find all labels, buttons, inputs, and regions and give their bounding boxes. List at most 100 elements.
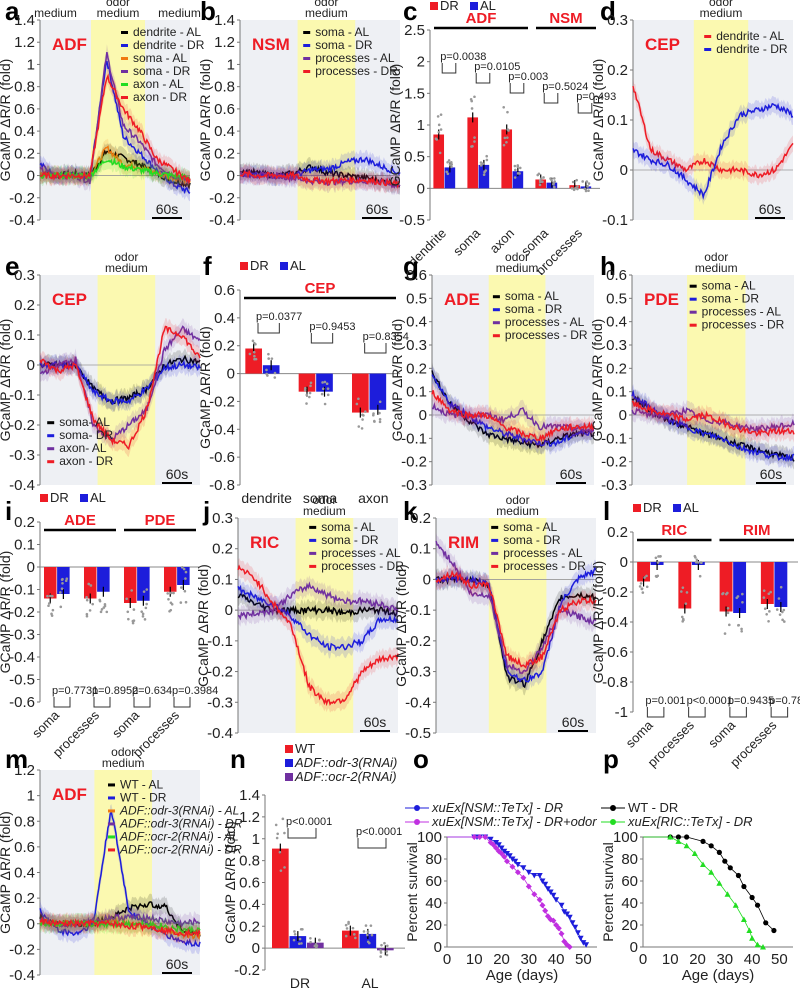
legend-entry: processes - DR [505,328,588,342]
y-axis-title: GCaMP ΔR/R (fold) [222,821,238,944]
panel-letter-e: e [5,251,19,281]
legend-swatch [47,460,55,464]
legend-swatch [689,323,697,327]
legend-swatch [108,835,115,839]
marker-triangle-down [544,886,551,892]
marker-triangle-down [577,935,584,942]
odor-window-shade [687,275,746,485]
y-axis-title: GCaMP ΔR/R (fold) [197,59,213,182]
y-tick-label: -0.2 [405,633,431,650]
data-point [305,393,309,397]
data-point [366,930,370,933]
y-tick-label: 0.2 [607,524,628,541]
y-tick-label: 1.4 [214,12,235,29]
survival-line [643,836,764,948]
data-point [505,140,508,144]
panel-b: b -0.4 -0.2 0 0.2 0.4 0.6 0.8 1 1.2 1.4 GCaMP ΔR/R … [197,0,401,229]
marker-diamond [542,907,549,914]
y-tick-label: 2 [417,54,425,71]
data-point [169,608,173,612]
y-tick-label: 0.2 [14,145,35,162]
significance-bracket [257,323,280,334]
legend-entry: ADF::odr-3(RNAi) [294,755,397,770]
y-tick-label: -0.6 [9,694,35,711]
p-value-label: p=0.7731 [52,685,98,697]
y-tick-label: 80 [621,851,638,868]
data-point [251,339,255,343]
medium-label: medium [105,261,148,275]
marker-diamond [544,913,551,920]
y-tick-label: 20 [621,917,638,934]
data-point [47,602,51,605]
y-tick-label: -0.2 [207,664,233,681]
medium-label: medium [102,756,145,770]
data-point [326,387,330,390]
y-tick-label: -0.8 [602,674,628,691]
y-tick-label: 0 [252,940,260,957]
y-axis-title: GCaMP ΔR/R (fold) [195,564,211,687]
data-point [354,936,357,940]
data-point [279,869,283,872]
data-point [473,140,476,143]
odor-label: odor [505,250,529,264]
data-point [184,600,188,604]
data-point [99,610,103,614]
y-tick-label: 1.2 [14,762,35,779]
bar [44,567,57,599]
data-point [369,924,373,927]
panel-letter-i: i [5,496,12,526]
y-tick-label: 0.2 [14,514,35,531]
legend-entry: soma- DR [59,428,113,442]
significance-bracket [93,697,111,708]
data-point [98,599,102,603]
legend-entry: axon - DR [133,90,187,104]
sem-band [240,156,400,195]
y-tick-label: -0.1 [401,430,427,447]
marker-diamond [476,834,483,840]
marker-triangle-down [493,840,500,846]
x-tick-label: 20 [493,951,510,968]
data-point [680,615,684,619]
y-axis-title: GCaMP ΔR/R (fold) [590,561,606,684]
y-tick-label: 0.4 [14,865,35,882]
sem-band [40,142,190,196]
y-tick-label: 0.6 [606,267,627,284]
legend-swatch [80,494,88,502]
legend-marker [610,805,616,811]
y-tick-label: -0.3 [601,477,627,494]
significance-bracket [646,707,665,718]
data-point [446,172,450,176]
data-point [762,589,766,592]
y-tick-label: 60 [621,873,638,890]
y-tick-label: -0.4 [209,421,235,438]
data-point [779,585,783,589]
sem-band [40,318,200,449]
marker-diamond [539,902,546,909]
data-point [447,159,451,162]
y-tick-label: -0.2 [9,190,35,207]
y-tick-label: 0 [423,571,431,588]
significance-bracket [287,828,317,839]
marker-triangle-up [740,916,747,922]
marker-circle [716,849,722,856]
y-tick-label: 0.3 [607,12,628,29]
legend-entry: soma - DR [503,533,561,547]
legend-marker [610,819,616,825]
data-point [275,836,279,840]
data-point [253,357,256,361]
medium-label: medium [695,261,738,275]
y-tick-label: -0.3 [9,447,35,464]
data-point [763,607,767,611]
significance-bracket [543,93,559,104]
data-point [378,400,382,404]
data-point [85,598,89,602]
y-tick-label: 1.5 [404,85,425,102]
data-point [172,591,175,595]
marker-triangle-up [724,891,731,897]
data-point [576,185,579,188]
y-tick-label: 0.2 [14,297,35,314]
legend-entry: processes - AL [702,305,782,319]
trace-line-4 [239,169,401,190]
marker-diamond [520,874,527,881]
data-point [370,933,374,937]
